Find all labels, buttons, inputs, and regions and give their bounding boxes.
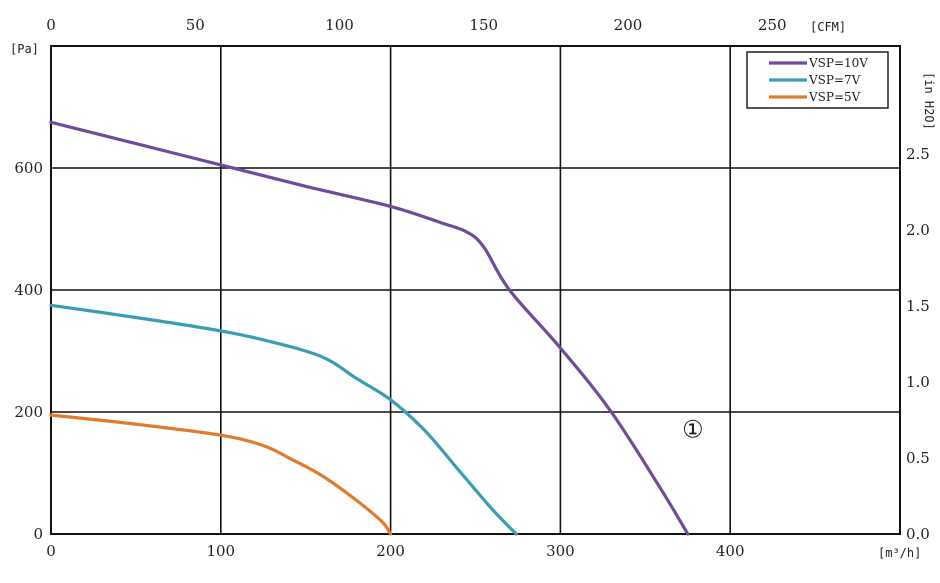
series-line-2	[49, 303, 518, 536]
y-right-tick-label: 1.5	[906, 297, 930, 315]
x-tick-label: 200	[376, 542, 405, 560]
y-right-tick-label: 1.0	[906, 373, 930, 391]
y-right-tick-label: 2.0	[906, 221, 930, 239]
y-tick-label: 600	[14, 159, 43, 177]
x-tick-label: 0	[46, 542, 56, 560]
y-tick-label: 400	[14, 281, 43, 299]
annotations: ①	[682, 416, 704, 444]
grid	[50, 45, 901, 535]
legend: VSP=10V VSP=7V VSP=5V	[746, 51, 889, 109]
x-top-tick-label: 0	[46, 16, 56, 34]
x-top-tick-label: 100	[325, 16, 354, 34]
y-tick-label: 0	[33, 525, 43, 543]
x-tick-label: 300	[546, 542, 575, 560]
legend-label: VSP=7V	[808, 73, 861, 87]
x-bottom-unit: [m³/h]	[878, 546, 921, 560]
series-line-1	[49, 120, 690, 536]
x-top-tick-label: 200	[614, 16, 643, 34]
curve-annotation: ①	[682, 416, 704, 444]
x-top-tick-label: 50	[186, 16, 205, 34]
x-top-tick-label: 150	[469, 16, 498, 34]
y-tick-label: 200	[14, 403, 43, 421]
x-top-tick-label: 250	[758, 16, 787, 34]
y-right-tick-label: 0.5	[906, 449, 930, 467]
y-right-tick-label: 2.5	[906, 145, 930, 163]
x-top-unit: [CFM]	[810, 20, 846, 34]
x-tick-label: 100	[206, 542, 235, 560]
y-right-tick-label: 0.0	[906, 525, 930, 543]
tick-labels: 0 100 200 300 400 0 50 100 150 200 250 0 200 400 600 0.…	[14, 16, 930, 560]
series-line-3	[49, 413, 393, 536]
legend-label: VSP=5V	[808, 90, 861, 104]
series-lines	[49, 120, 690, 536]
legend-label: VSP=10V	[808, 56, 868, 70]
y-right-unit: [in H2O]	[922, 72, 936, 130]
x-tick-label: 400	[716, 542, 745, 560]
y-left-unit: [Pa]	[10, 42, 39, 56]
